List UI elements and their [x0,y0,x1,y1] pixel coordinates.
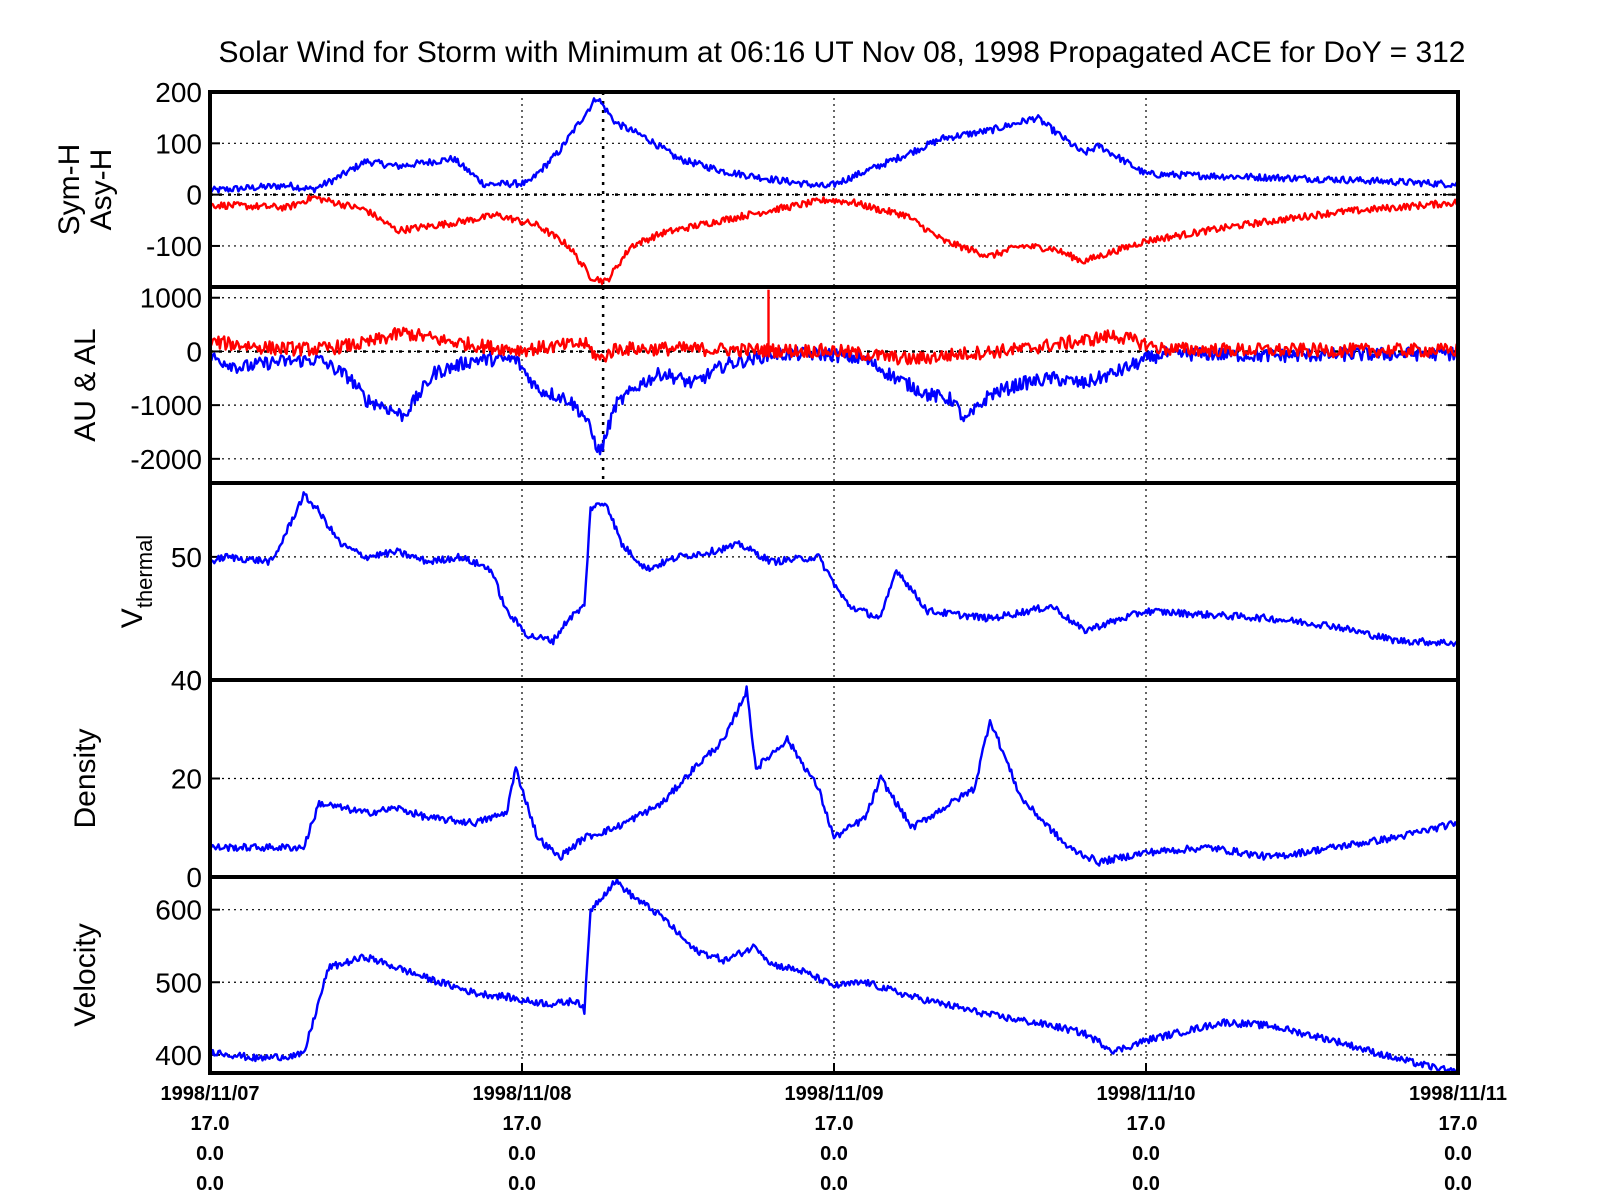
series-line-1 [210,877,1458,1073]
panel-3: 0 50 Vthermal [116,481,1460,696]
y-tick-label: 20 [171,764,202,795]
chart-title: Solar Wind for Storm with Minimum at 06:… [218,36,1465,69]
y-axis-label: Density [69,728,102,828]
panel-1: -100 0 100 200 Sym-H Asy-H [53,77,1460,289]
y-axis-label: Vthermal [116,535,157,628]
y-tick-label: 100 [155,128,202,159]
y-tick-label: 0 [186,180,202,211]
x-tick-label: 0.0 [196,1143,224,1165]
x-tick-labels: 1998/11/07 17.0 0.0 0.0 1998/11/08 17.0 0.0 0.0… [161,1063,1507,1195]
x-tick-label: 0.0 [1444,1143,1472,1165]
panel-4: 0 20 40 Density [69,665,1460,893]
x-tick-label: 0.0 [1132,1143,1160,1165]
x-tick-label: 17.0 [503,1113,542,1135]
series-line-1 [210,685,1458,867]
y-tick-label: 200 [155,77,202,108]
x-tick-label: 0.0 [820,1173,848,1195]
y-tick-label: 0 [186,862,202,893]
x-tick-label: 1998/11/11 [1409,1083,1507,1105]
series-line-1 [210,97,1458,194]
x-tick-label: 1998/11/09 [785,1083,884,1105]
y-axis-label: Asy-H [85,149,118,231]
y-tick-label: 400 [155,1040,202,1071]
x-tick-label: 0.0 [1132,1173,1160,1195]
y-tick-label: 40 [171,665,202,696]
y-tick-label: 50 [171,542,202,573]
y-tick-label: 500 [155,967,202,998]
y-tick-label: 1000 [140,283,202,314]
series-line-1 [210,491,1458,647]
x-tick-label: 1998/11/10 [1097,1083,1196,1105]
x-tick-label: 0.0 [1444,1173,1472,1195]
x-tick-label: 1998/11/07 [161,1083,260,1105]
x-tick-label: 17.0 [815,1113,854,1135]
y-axis-label: AU & AL [69,328,102,441]
y-axis-label: Velocity [69,923,102,1026]
series-line-2 [210,326,1458,366]
y-axis-label: Sym-H [53,144,86,236]
y-tick-label: 0 [186,665,202,696]
panel-5: 400 500 600 Velocity [69,875,1460,1075]
x-tick-label: 17.0 [191,1113,230,1135]
x-tick-label: 0.0 [196,1173,224,1195]
x-tick-label: 17.0 [1439,1113,1478,1135]
y-tick-label: -2000 [130,444,202,475]
y-tick-label: -1000 [130,390,202,421]
x-tick-label: 1998/11/08 [473,1083,572,1105]
panel-2: -2000 -1000 0 1000 AU & AL [69,283,1460,485]
x-tick-label: 0.0 [820,1143,848,1165]
x-tick-label: 0.0 [508,1143,536,1165]
x-tick-label: 17.0 [1127,1113,1166,1135]
y-tick-label: 0 [186,336,202,367]
x-tick-label: 0.0 [508,1173,536,1195]
y-tick-label: 600 [155,895,202,926]
y-tick-label: -100 [146,231,202,262]
series-line-2 [210,194,1458,285]
